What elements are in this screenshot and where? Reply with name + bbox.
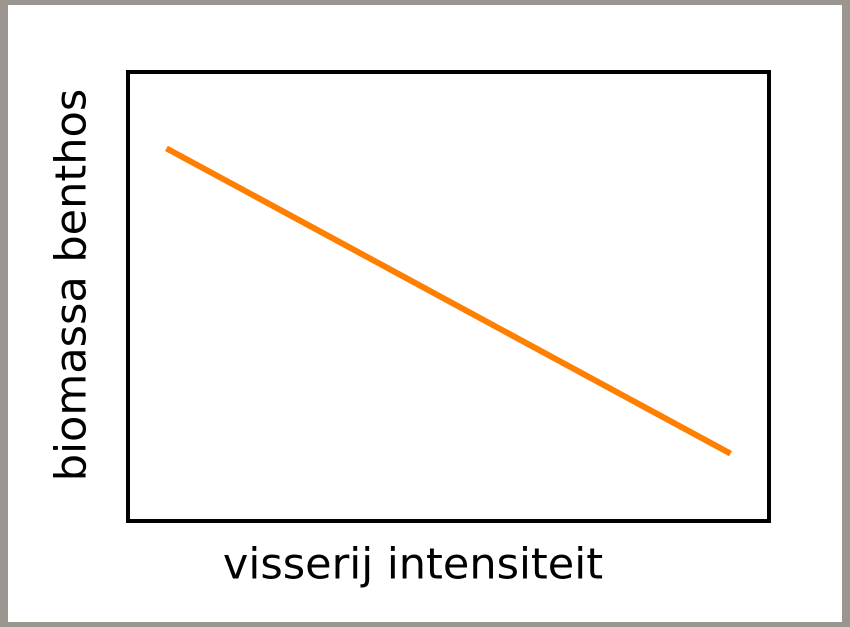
y-axis-label: biomassa benthos <box>47 89 97 481</box>
x-axis-label: visserij intensiteit <box>223 540 603 590</box>
plot-frame <box>126 70 771 523</box>
data-line <box>165 145 732 457</box>
background <box>8 5 842 622</box>
